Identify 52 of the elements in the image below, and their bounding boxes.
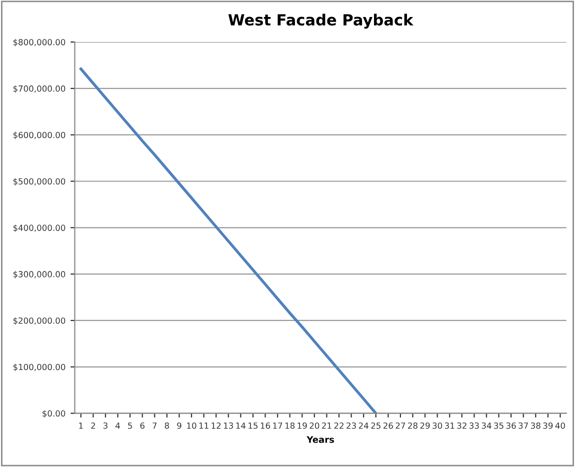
x-tick-label: 40 (555, 422, 565, 429)
x-tick-label: 24 (358, 422, 368, 429)
x-tick-label: 37 (518, 422, 528, 429)
x-tick-label: 29 (420, 422, 430, 429)
x-tick-label: 1 (79, 422, 83, 429)
x-tick-label: 23 (346, 422, 356, 429)
x-tick-label: 20 (310, 422, 320, 429)
y-tick-label: $700,000.00 (13, 85, 66, 93)
x-tick-label: 30 (432, 422, 442, 429)
x-tick-label: 13 (224, 422, 234, 429)
x-tick-label: 14 (236, 422, 246, 429)
x-axis-title: Years (306, 436, 334, 443)
x-tick-label: 38 (530, 422, 540, 429)
x-tick-label: 4 (116, 422, 120, 429)
x-tick-label: 35 (494, 422, 504, 429)
x-tick-label: 34 (482, 422, 492, 429)
x-tick-label: 17 (273, 422, 282, 429)
x-tick-label: 25 (371, 422, 380, 429)
x-tick-label: 31 (444, 422, 454, 429)
x-tick-label: 18 (285, 422, 295, 429)
x-tick-label: 28 (408, 422, 418, 429)
x-tick-label: 8 (164, 422, 170, 429)
x-tick-label: 6 (140, 422, 144, 429)
x-tick-label: 10 (187, 422, 196, 429)
y-tick-label: $100,000.00 (13, 364, 66, 372)
line-series (80, 68, 378, 414)
y-tick-label: $400,000.00 (13, 224, 66, 232)
x-tick-label: 33 (470, 422, 479, 429)
x-tick-label: 36 (506, 422, 516, 429)
x-tick-label: 32 (457, 422, 466, 429)
x-tick-label: 15 (248, 422, 258, 429)
chart-title: West Facade Payback (228, 14, 414, 29)
x-tick-label: 16 (260, 422, 270, 429)
y-tick-label: $800,000.00 (13, 38, 66, 46)
y-tick-label: $500,000.00 (13, 178, 66, 186)
x-tick-label: 9 (177, 422, 182, 429)
x-tick-label: 39 (543, 422, 553, 429)
y-tick-label: $0.00 (42, 410, 66, 418)
y-tick-label: $300,000.00 (13, 270, 66, 278)
y-tick-label: $200,000.00 (13, 317, 66, 325)
x-tick-label: 3 (103, 422, 108, 429)
x-tick-label: 5 (128, 422, 132, 429)
x-tick-label: 12 (212, 422, 221, 429)
x-tick-label: 21 (322, 422, 332, 429)
y-tick-label: $600,000.00 (13, 132, 66, 140)
x-tick-label: 27 (396, 422, 406, 429)
x-tick-label: 22 (334, 422, 344, 429)
x-tick-label: 7 (152, 422, 157, 429)
x-tick-label: 26 (383, 422, 393, 429)
x-tick-label: 19 (298, 422, 307, 429)
x-tick-label: 2 (91, 422, 95, 429)
x-tick-label: 11 (199, 422, 208, 429)
